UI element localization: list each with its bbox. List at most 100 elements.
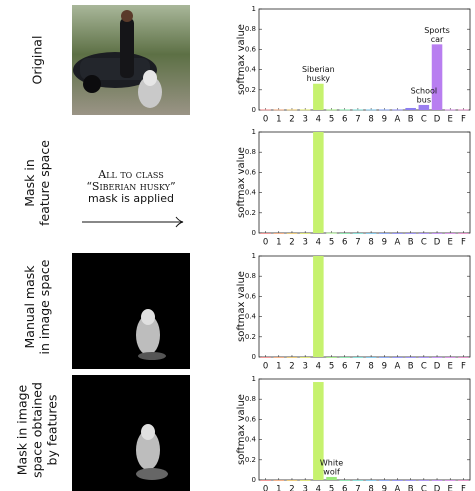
- x-tick-label: 6: [342, 485, 347, 491]
- y-tick-label: 0.6: [245, 45, 257, 53]
- bar: [379, 357, 390, 358]
- y-tick-label: 0: [252, 229, 256, 237]
- y-tick-label: 0.6: [245, 415, 257, 423]
- x-tick-label: 9: [382, 115, 387, 125]
- x-tick-label: D: [434, 238, 441, 248]
- x-tick-label: F: [461, 238, 466, 248]
- bar: [405, 108, 416, 110]
- x-tick-label: 7: [355, 115, 360, 125]
- y-axis-label: softmax value: [236, 271, 247, 342]
- bar: [274, 233, 285, 234]
- bar: [432, 44, 443, 110]
- x-tick-label: D: [434, 115, 441, 125]
- row-label: Manual mask: [22, 265, 37, 349]
- x-tick-label: B: [408, 115, 414, 125]
- bar: [392, 233, 403, 234]
- bar: [313, 132, 324, 233]
- bar: [405, 233, 416, 234]
- x-tick-label: 2: [289, 115, 294, 125]
- y-tick-label: 0.4: [245, 66, 257, 74]
- x-tick-label: 8: [368, 362, 373, 372]
- annotation: School: [411, 86, 438, 95]
- row-label: in image space: [37, 259, 52, 354]
- bar: [274, 480, 285, 481]
- x-tick-label: 5: [329, 485, 334, 491]
- x-tick-label: 3: [302, 115, 307, 125]
- bar: [287, 109, 298, 110]
- x-tick-label: C: [421, 485, 427, 491]
- y-tick-label: 0: [252, 353, 256, 361]
- x-tick-label: 5: [329, 238, 334, 248]
- original-photo: [72, 5, 190, 115]
- x-tick-label: 0: [263, 362, 268, 372]
- annotation: White: [320, 458, 343, 467]
- bar: [353, 480, 364, 481]
- x-tick-label: 9: [382, 485, 387, 491]
- x-tick-label: 9: [382, 362, 387, 372]
- figure: OriginalMask infeature spaceAll to class…: [0, 0, 475, 491]
- bar: [392, 357, 403, 358]
- y-tick-label: 0.2: [245, 86, 256, 94]
- x-tick-label: 2: [289, 362, 294, 372]
- bar: [445, 357, 456, 358]
- x-tick-label: 2: [289, 485, 294, 491]
- plot-frame: [259, 379, 470, 480]
- x-tick-label: 7: [355, 238, 360, 248]
- bar: [458, 109, 469, 110]
- x-tick-label: 5: [329, 362, 334, 372]
- bar: [366, 233, 377, 234]
- x-tick-label: 4: [316, 238, 321, 248]
- y-tick-label: 0: [252, 106, 256, 114]
- x-tick-label: 5: [329, 115, 334, 125]
- manual-mask-image: [72, 253, 190, 369]
- bar: [339, 357, 350, 358]
- bar: [353, 109, 364, 110]
- bar: [274, 357, 285, 358]
- x-tick-label: E: [448, 238, 453, 248]
- x-tick-label: 4: [316, 115, 321, 125]
- bar: [432, 357, 443, 358]
- bar: [274, 109, 285, 110]
- bar: [392, 109, 403, 110]
- bar: [366, 357, 377, 358]
- bar: [326, 233, 337, 234]
- row-label: feature space: [37, 140, 52, 226]
- x-tick-label: 8: [368, 485, 373, 491]
- bar: [366, 480, 377, 481]
- x-tick-label: 4: [316, 485, 321, 491]
- bar: [379, 233, 390, 234]
- bar: [405, 480, 416, 481]
- x-tick-label: A: [395, 238, 401, 248]
- x-tick-label: 8: [368, 115, 373, 125]
- x-tick-label: E: [448, 115, 453, 125]
- x-tick-label: 7: [355, 485, 360, 491]
- x-tick-label: B: [408, 238, 414, 248]
- y-tick-label: 0.2: [245, 333, 256, 341]
- bar: [419, 105, 430, 110]
- y-axis-label: softmax value: [236, 24, 247, 95]
- bar: [300, 357, 311, 358]
- bar: [353, 233, 364, 234]
- x-tick-label: F: [461, 362, 466, 372]
- y-tick-label: 0.4: [245, 313, 257, 321]
- bar: [458, 357, 469, 358]
- annotation: car: [431, 35, 444, 44]
- annotation: Siberian: [302, 65, 335, 74]
- y-tick-label: 0.4: [245, 189, 257, 197]
- y-tick-label: 0.8: [245, 395, 256, 403]
- y-tick-label: 0.4: [245, 436, 257, 444]
- bar: [366, 109, 377, 110]
- bar: [326, 109, 337, 110]
- x-tick-label: D: [434, 362, 441, 372]
- row-label: Mask in image: [15, 384, 30, 475]
- x-tick-label: 4: [316, 362, 321, 372]
- row-label: Mask in: [22, 159, 37, 207]
- bar: [405, 357, 416, 358]
- bar: [260, 109, 271, 110]
- bar: [445, 480, 456, 481]
- x-tick-label: 3: [302, 238, 307, 248]
- x-tick-label: 9: [382, 238, 387, 248]
- bar: [300, 480, 311, 481]
- y-tick-label: 1: [252, 252, 256, 260]
- annotation: bus: [417, 95, 431, 104]
